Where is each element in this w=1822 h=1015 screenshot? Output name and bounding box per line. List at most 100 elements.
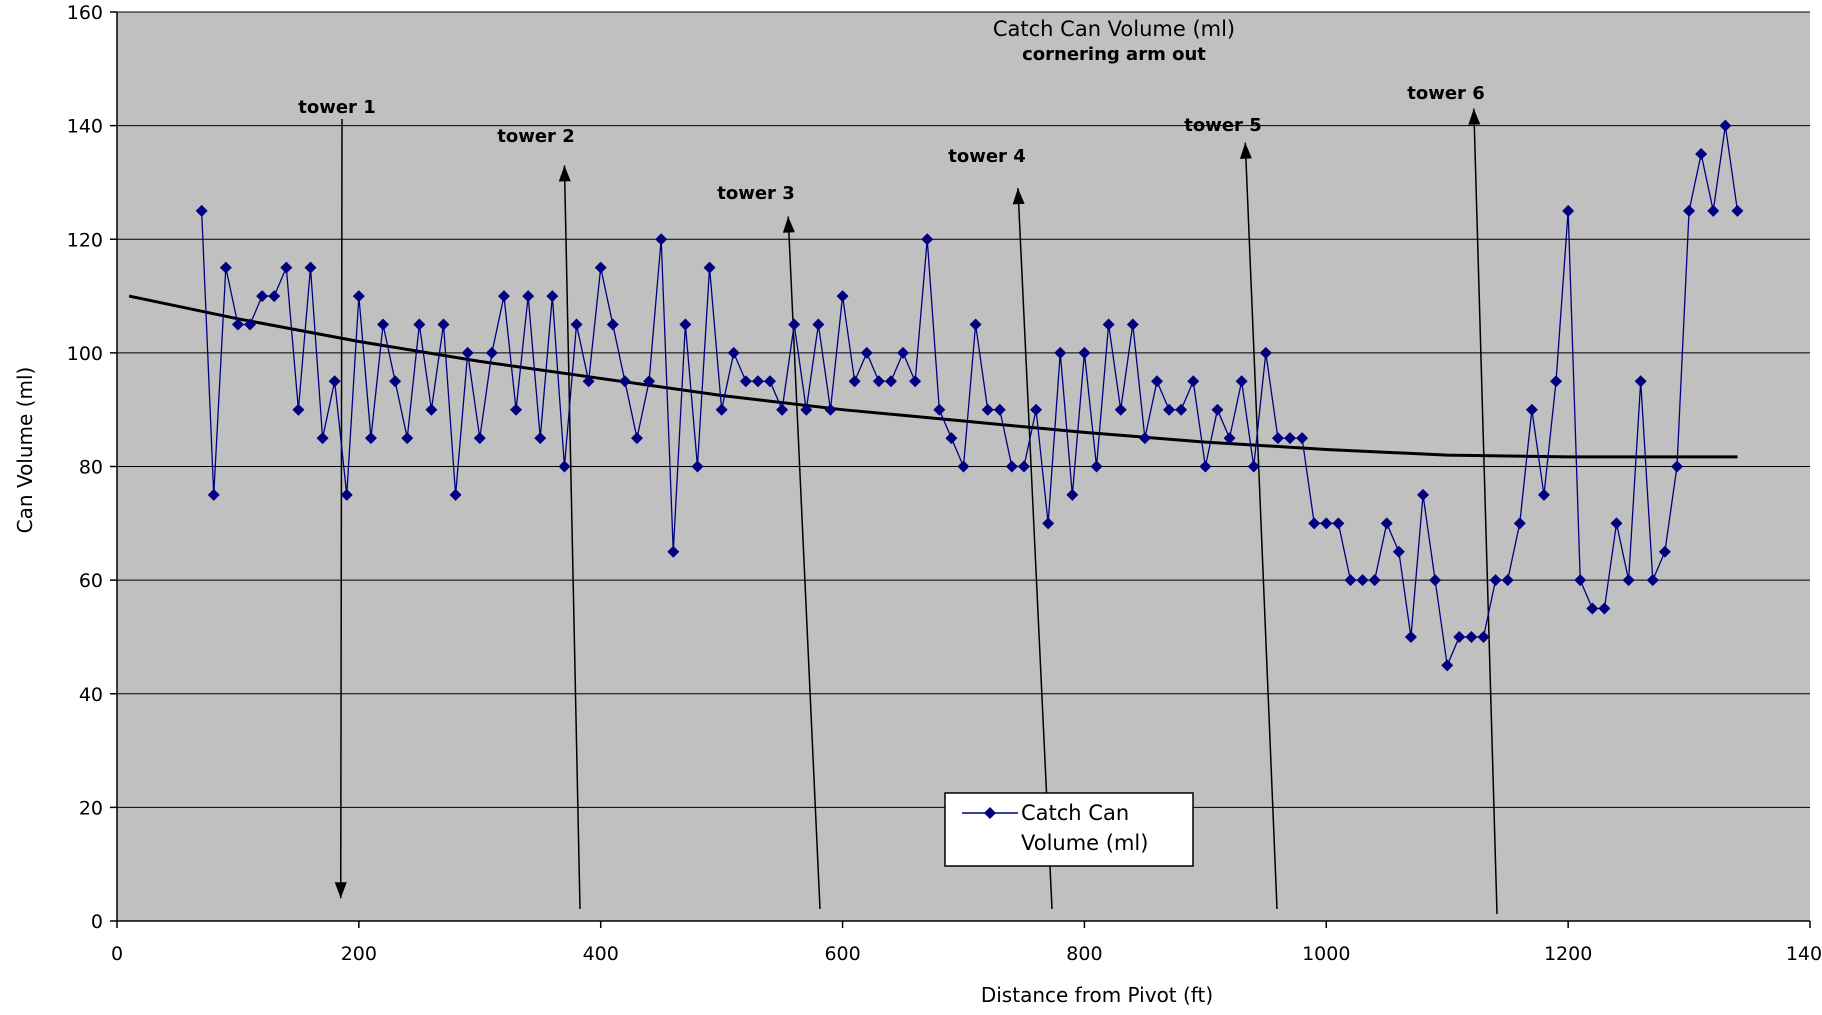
data-point — [1126, 318, 1139, 331]
y-axis-title: Can Volume (ml) — [13, 367, 37, 534]
data-point — [691, 460, 704, 473]
data-point — [1634, 375, 1647, 388]
chart-subtitle: cornering arm out — [1022, 44, 1206, 65]
data-point — [606, 318, 619, 331]
tower-arrow-line — [339, 118, 343, 899]
data-point — [1163, 403, 1176, 416]
data-point — [1271, 432, 1284, 445]
data-point — [909, 375, 922, 388]
data-point — [1658, 545, 1671, 558]
data-point — [1489, 574, 1502, 587]
data-point — [1465, 630, 1478, 643]
data-point — [1477, 630, 1490, 643]
data-point — [727, 346, 740, 359]
data-point — [1417, 488, 1430, 501]
data-point — [522, 290, 535, 303]
legend: Catch Can Volume (ml) — [944, 792, 1194, 867]
tower-arrow-head — [1468, 108, 1481, 125]
data-point — [497, 290, 510, 303]
data-point — [897, 346, 910, 359]
tower-label: tower 1 — [298, 97, 375, 118]
data-point — [1525, 403, 1538, 416]
trendline-path — [128, 294, 1738, 459]
data-point — [1150, 375, 1163, 388]
data-point — [1308, 517, 1321, 530]
data-point — [1719, 119, 1732, 132]
data-point — [1562, 204, 1575, 217]
data-point — [244, 318, 257, 331]
data-point — [1429, 574, 1442, 587]
tower-arrow-line — [1244, 142, 1278, 910]
data-point — [195, 204, 208, 217]
data-point — [1030, 403, 1043, 416]
data-point — [764, 375, 777, 388]
data-point — [377, 318, 390, 331]
data-point — [1005, 460, 1018, 473]
x-tick-label: 200 — [341, 943, 377, 965]
data-point — [1586, 602, 1599, 615]
y-tick-label: 120 — [67, 229, 103, 251]
data-point — [304, 261, 317, 274]
data-point — [449, 488, 462, 501]
data-point — [1296, 432, 1309, 445]
y-tick-label: 160 — [67, 2, 103, 24]
data-point — [824, 403, 837, 416]
data-point — [256, 290, 269, 303]
data-point — [812, 318, 825, 331]
x-tick-label: 1000 — [1302, 943, 1350, 965]
data-point — [534, 432, 547, 445]
data-point — [594, 261, 607, 274]
data-point — [1199, 460, 1212, 473]
data-point — [1513, 517, 1526, 530]
data-point — [1078, 346, 1091, 359]
y-tick-labels: 0 20 40 60 80 100 120 140 160 — [67, 2, 117, 933]
data-point — [800, 403, 813, 416]
data-point — [219, 261, 232, 274]
tower-label: tower 6 — [1407, 83, 1484, 104]
data-point — [848, 375, 861, 388]
tower-arrow-head — [1012, 188, 1025, 205]
tower-arrow-line — [1473, 108, 1498, 915]
y-tick-label: 0 — [91, 911, 103, 933]
data-point — [1320, 517, 1333, 530]
data-point — [1453, 630, 1466, 643]
data-point — [1259, 346, 1272, 359]
tower-arrows: tower 1 tower 2 tower 3 tower 4 tower 5 tower… — [298, 83, 1498, 915]
chart-title: Catch Can Volume (ml) — [993, 17, 1235, 41]
data-point — [473, 432, 486, 445]
x-tick-label: 600 — [824, 943, 860, 965]
tower-label: tower 2 — [497, 126, 574, 147]
data-point — [1707, 204, 1720, 217]
data-point — [836, 290, 849, 303]
data-point — [570, 318, 583, 331]
tower-label: tower 5 — [1184, 115, 1261, 136]
data-point — [413, 318, 426, 331]
data-point — [231, 318, 244, 331]
data-point — [546, 290, 559, 303]
data-point — [1501, 574, 1514, 587]
data-point — [364, 432, 377, 445]
data-point — [1670, 460, 1683, 473]
data-point — [1695, 148, 1708, 161]
data-point — [679, 318, 692, 331]
data-point — [667, 545, 680, 558]
data-point — [776, 403, 789, 416]
data-point — [582, 375, 595, 388]
data-point — [703, 261, 716, 274]
tower-arrow-head — [782, 216, 795, 233]
data-point — [1247, 460, 1260, 473]
data-point — [1235, 375, 1248, 388]
data-point — [389, 375, 402, 388]
tower-arrow-line — [563, 165, 581, 910]
data-point — [981, 403, 994, 416]
y-tick-label: 100 — [67, 343, 103, 365]
data-point — [715, 403, 728, 416]
data-point — [969, 318, 982, 331]
data-point — [1344, 574, 1357, 587]
data-point — [1066, 488, 1079, 501]
data-point — [485, 346, 498, 359]
y-tick-label: 40 — [79, 684, 103, 706]
